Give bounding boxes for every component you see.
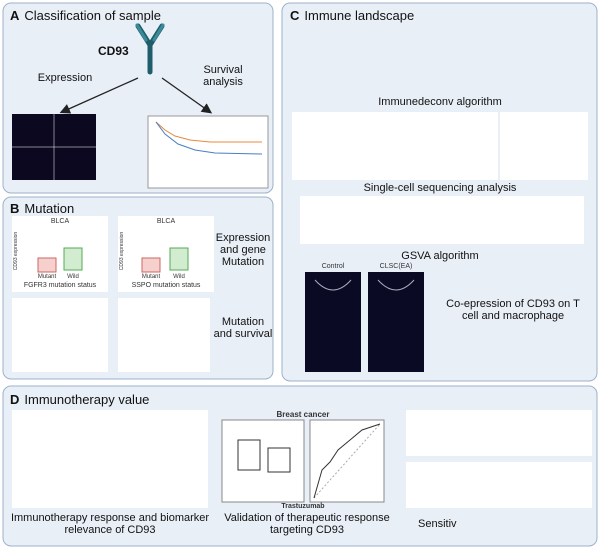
- caption: Sensitiv: [418, 518, 457, 530]
- chart-title: Breast cancer: [276, 410, 330, 419]
- caption: GSVA algorithm: [401, 250, 479, 262]
- category: Mutant: [141, 274, 161, 280]
- category: Mutant: [37, 274, 57, 280]
- expression-mutation-label: Expression and gene Mutation: [215, 232, 271, 268]
- image-title: Control: [321, 263, 345, 270]
- caption: Immunotherapy response and biomarker rel…: [10, 512, 210, 536]
- survival-curve: [155, 121, 262, 143]
- caption: Immunedeconv algorithm: [378, 96, 502, 108]
- caption: Validation of therapeutic response targe…: [224, 512, 390, 536]
- expression-label: Expression: [37, 72, 93, 84]
- panel-d-title: D Immunotherapy value: [10, 392, 150, 407]
- if-image: [305, 272, 361, 372]
- coexpression-label: Co-epression of CD93 on T cell and macro…: [446, 298, 580, 322]
- plot-title: BLCA: [156, 218, 176, 225]
- survival-curve: [155, 121, 263, 155]
- chart-x-label: Trastuzumab: [281, 503, 325, 510]
- single-cell-boxplot: [500, 112, 588, 180]
- roc-curve: [313, 423, 381, 499]
- panel-b-title: B Mutation: [10, 201, 75, 216]
- arrow: [59, 77, 139, 114]
- boxplot-image: [12, 216, 108, 292]
- gene-label: CD93: [98, 44, 129, 58]
- y-label: CD93 expression: [119, 231, 125, 271]
- panel-c-title: C Immune landscape: [290, 8, 415, 23]
- dotplot-image: [118, 298, 210, 372]
- if-image: [368, 272, 424, 372]
- drug-dotplot: [406, 410, 592, 456]
- category: Wild: [67, 274, 79, 280]
- gsva-image: [300, 196, 584, 244]
- single-cell-image: [292, 112, 498, 180]
- x-label: SSPO mutation status: [131, 282, 201, 289]
- bar-image: [12, 410, 208, 508]
- arrow: [161, 77, 213, 114]
- caption: Single-cell sequencing analysis: [363, 182, 517, 194]
- drug-dotplot: [406, 462, 592, 508]
- y-label: CD93 expression: [13, 231, 19, 271]
- image-title: CLSC(EA): [379, 263, 413, 270]
- response-boxplot: [221, 419, 305, 503]
- cd93-icon-inner: [135, 23, 165, 42]
- survival-label: Survival analysis: [203, 64, 243, 88]
- mutation-survival-label: Mutation and survival: [213, 316, 273, 340]
- panel-a-title: A Classification of sample: [10, 8, 161, 23]
- dotplot-image: [12, 298, 108, 372]
- x-label: FGFR3 mutation status: [23, 282, 97, 289]
- category: Wild: [173, 274, 185, 280]
- boxplot-image: [118, 216, 214, 292]
- plot-title: BLCA: [50, 218, 70, 225]
